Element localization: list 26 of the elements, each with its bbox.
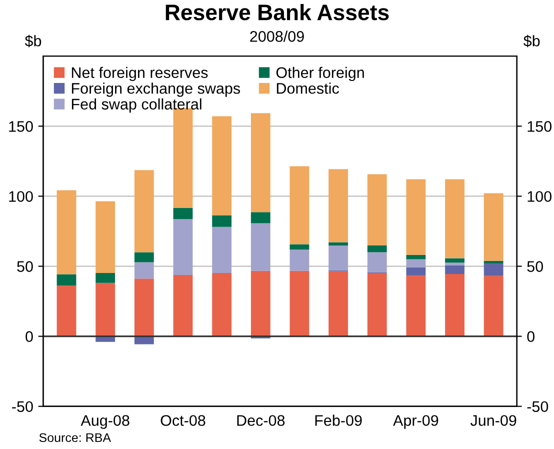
legend-label: Other foreign: [276, 66, 364, 82]
y2-axis-title: $b: [524, 34, 540, 48]
x-tick-label: Jun-09: [470, 415, 516, 426]
legend-label: Domestic: [276, 82, 339, 94]
legend-label: Foreign exchange swaps: [72, 82, 240, 97]
x-tick-label: Oct-08: [160, 415, 206, 426]
x-tick-label: Apr-09: [393, 415, 438, 429]
y2-tick-label: 150: [528, 121, 552, 132]
chart-title: Reserve Bank Assets: [166, 4, 389, 20]
legend-label: Fed swap collateral: [72, 98, 202, 113]
x-tick-label: Dec-08: [237, 415, 285, 426]
x-tick-label: Aug-08: [80, 415, 130, 429]
source-note: Source: RBA: [39, 433, 112, 442]
y-tick-label: 150: [9, 121, 33, 132]
y-tick-label: -50: [12, 401, 33, 412]
y2-tick-label: 100: [528, 191, 552, 202]
chart-subtitle: 2008/09: [250, 30, 304, 42]
y-tick-label: 50: [17, 261, 33, 272]
y2-tick-label: 0: [527, 331, 535, 342]
y-tick-label: 100: [9, 191, 33, 202]
y-axis-title: $b: [24, 34, 42, 48]
y-tick-label: 0: [26, 331, 33, 342]
legend-label: Net foreign reserves: [72, 66, 208, 82]
x-tick-label: Feb-09: [315, 414, 362, 426]
y2-tick-label: 50: [527, 261, 543, 272]
y2-tick-label: -50: [527, 401, 548, 412]
